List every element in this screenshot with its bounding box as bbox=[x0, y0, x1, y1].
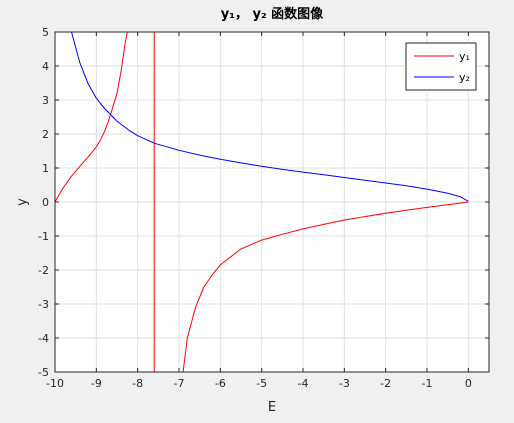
x-tick-label: -1 bbox=[422, 377, 433, 390]
x-tick-label: -8 bbox=[132, 377, 143, 390]
chart-title: y₁， y₂ 函数图像 bbox=[221, 6, 324, 22]
y-tick-label: 5 bbox=[42, 26, 49, 39]
y-tick-label: 1 bbox=[42, 162, 49, 175]
x-tick-label: -4 bbox=[298, 377, 309, 390]
x-tick-label: -6 bbox=[215, 377, 226, 390]
x-tick-label: -7 bbox=[174, 377, 185, 390]
legend-label-y2: y₂ bbox=[459, 71, 470, 84]
legend-box bbox=[405, 42, 477, 91]
legend: y₁ y₂ bbox=[405, 42, 477, 91]
x-axis-label: E bbox=[268, 400, 276, 415]
y-tick-label: 2 bbox=[42, 128, 49, 141]
series-group bbox=[55, 32, 469, 372]
series-line-y1 bbox=[182, 201, 469, 372]
x-tick-label: -10 bbox=[46, 377, 64, 390]
x-tick-label: -9 bbox=[91, 377, 102, 390]
y-axis-label: y bbox=[15, 198, 30, 206]
x-tick-label: -2 bbox=[380, 377, 391, 390]
y-tick-label: -4 bbox=[38, 332, 49, 345]
x-tick-label: 0 bbox=[465, 377, 472, 390]
series-line-y2 bbox=[71, 32, 469, 202]
ticks bbox=[54, 31, 489, 373]
y-tick-label: -1 bbox=[38, 230, 49, 243]
y-tick-label: -3 bbox=[38, 298, 49, 311]
x-tick-label: -5 bbox=[256, 377, 267, 390]
y-tick-label: -5 bbox=[38, 366, 49, 379]
y-tick-label: 3 bbox=[42, 94, 49, 107]
y-tick-label: 0 bbox=[42, 196, 49, 209]
x-tick-label: -3 bbox=[339, 377, 350, 390]
y-tick-label: -2 bbox=[38, 264, 49, 277]
legend-label-y1: y₁ bbox=[459, 50, 470, 63]
series-line-y1 bbox=[55, 32, 128, 203]
y-tick-label: 4 bbox=[42, 60, 49, 73]
